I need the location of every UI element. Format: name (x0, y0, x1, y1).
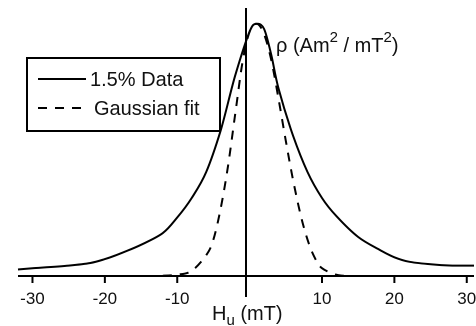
x-tick-label: 30 (457, 289, 476, 308)
series-layer (17, 22, 475, 277)
y-axis-label-open: (Am (287, 35, 329, 57)
y-axis-label: ρ (Am2 / mT2) (276, 29, 399, 57)
y-axis-label-mid: / mT (338, 35, 384, 57)
x-tick-label: 10 (313, 289, 332, 308)
x-tick-label: -10 (165, 289, 190, 308)
x-axis-label-subscript: u (226, 312, 234, 326)
legend-label-fit: Gaussian fit (94, 98, 200, 120)
x-axis-label-main: H (212, 303, 226, 325)
x-axis-label: Hu (mT) (212, 303, 283, 326)
series-line-gaussian-fit (162, 22, 352, 277)
x-tick-label: 20 (385, 289, 404, 308)
legend-label-data: 1.5% Data (90, 69, 184, 91)
legend-box (26, 57, 221, 132)
y-axis-label-sup1: 2 (330, 29, 338, 46)
y-axis-label-symbol: ρ (276, 35, 287, 57)
legend: 1.5% Data Gaussian fit (26, 57, 221, 132)
x-ticks: -30 -20 -10 10 20 30 (20, 276, 476, 308)
x-axis-label-unit: (mT) (235, 303, 283, 325)
x-tick-label: -30 (20, 289, 45, 308)
y-axis-label-close: ) (392, 35, 399, 57)
x-tick-label: -20 (93, 289, 118, 308)
y-axis-label-sup2: 2 (384, 29, 392, 46)
